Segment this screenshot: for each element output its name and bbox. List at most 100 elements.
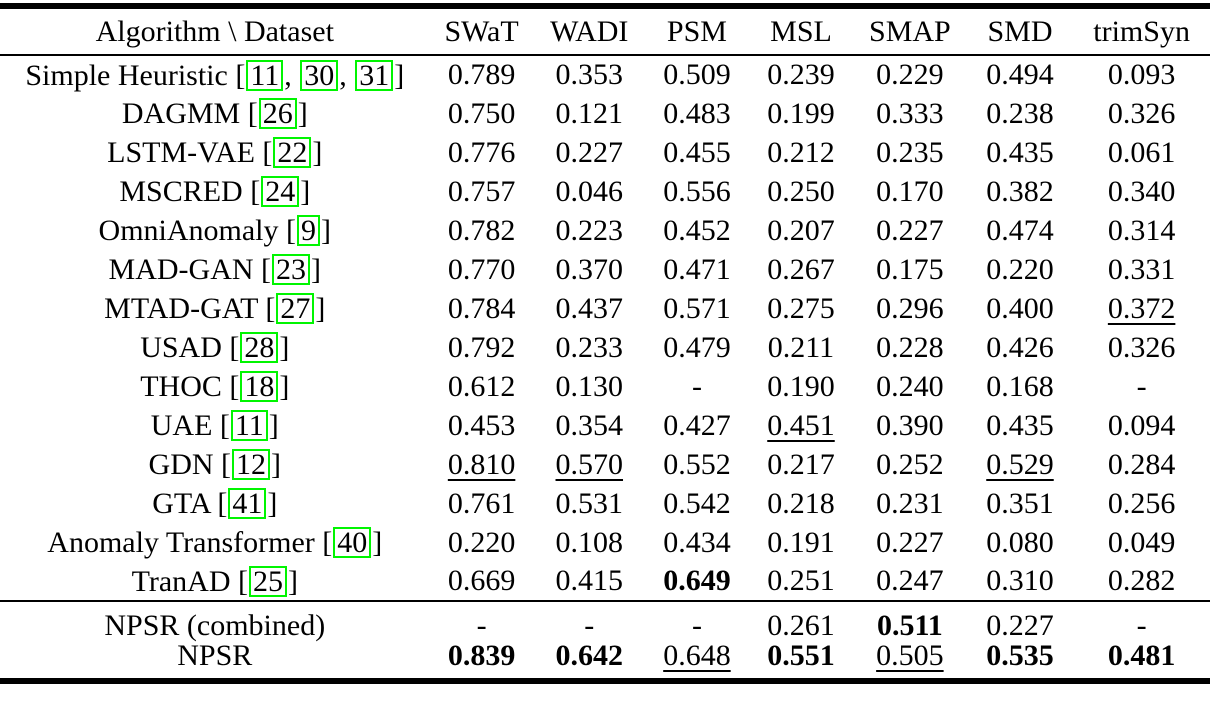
metric-value-cell: 0.061 (1107, 135, 1176, 169)
metric-value-cell: 0.094 (1107, 408, 1176, 442)
citation-link[interactable]: 18 (240, 371, 279, 402)
metric-value-cell: 0.782 (447, 213, 516, 247)
citation-link[interactable]: 41 (228, 488, 267, 519)
results-table: Algorithm \ Dataset SWaT WADI PSM MSL SM… (0, 3, 1210, 684)
algorithm-rows-section: Simple Heuristic [11, 30, 31] 0.789 0.353 0… (0, 55, 1210, 601)
table-row: MSCRED [24] 0.757 0.046 0.556 0.250 0.170 0.38… (0, 172, 1210, 211)
table-row: LSTM-VAE [22] 0.776 0.227 0.455 0.212 0.235 0.… (0, 133, 1210, 172)
metric-value-cell: 0.227 (876, 213, 944, 247)
citation-link[interactable]: 27 (276, 293, 315, 324)
metric-value-cell: 0.218 (767, 486, 835, 520)
citation-link[interactable]: 9 (297, 215, 321, 246)
metric-value-cell: 0.354 (555, 408, 624, 442)
metric-value-cell: - (691, 369, 702, 403)
header-algorithm-dataset: Algorithm \ Dataset (0, 6, 430, 56)
metric-value-cell: 0.649 (663, 564, 731, 597)
header-dataset-psm: PSM (644, 6, 749, 56)
metric-value-cell: 0.191 (767, 525, 835, 559)
table-row: THOC [18] 0.612 0.130 - 0.190 0.240 0.168 - (0, 367, 1210, 406)
table-row: UAE [11] 0.453 0.354 0.427 0.451 0.390 0.435 0.… (0, 406, 1210, 445)
metric-value-cell: 0.333 (876, 96, 944, 130)
metric-value-cell: 0.453 (447, 408, 516, 442)
metric-value-cell: 0.168 (986, 369, 1054, 403)
algorithm-name-cell: GDN [12] (148, 448, 282, 481)
metric-value-cell: 0.121 (555, 96, 624, 130)
metric-value-cell: 0.437 (555, 291, 624, 325)
table-row: Simple Heuristic [11, 30, 31] 0.789 0.353 0… (0, 55, 1210, 94)
metric-value-cell: 0.757 (447, 174, 516, 208)
metric-value-cell: 0.080 (986, 525, 1054, 559)
citation-link[interactable]: 11 (246, 59, 284, 91)
metric-value-cell: 0.227 (555, 135, 624, 169)
metric-value-cell: 0.108 (555, 525, 624, 559)
algorithm-name-cell: NPSR (177, 639, 253, 672)
algorithm-name-cell: GTA [41] (152, 487, 278, 520)
metric-value-cell: 0.207 (767, 213, 835, 247)
metric-value-cell: - (1136, 369, 1147, 403)
table-row: MAD-GAN [23] 0.770 0.370 0.471 0.267 0.175 0.2… (0, 250, 1210, 289)
table-row: DAGMM [26] 0.750 0.121 0.483 0.199 0.333 0.238… (0, 94, 1210, 133)
metric-value-cell: 0.190 (767, 369, 835, 403)
metric-value-cell: 0.669 (447, 564, 516, 597)
metric-value-cell: 0.217 (767, 447, 835, 481)
metric-value-cell: 0.310 (986, 564, 1054, 597)
metric-value-cell: 0.810 (447, 447, 516, 481)
metric-value-cell: 0.326 (1107, 96, 1176, 130)
metric-value-cell: 0.247 (876, 564, 944, 597)
citation-link[interactable]: 31 (355, 59, 394, 91)
metric-value-cell: 0.474 (986, 213, 1054, 247)
metric-value-cell: 0.531 (555, 486, 624, 520)
metric-value-cell: 0.261 (767, 609, 835, 642)
citation-link[interactable]: 26 (258, 98, 297, 129)
citation-link[interactable]: 40 (333, 527, 372, 558)
metric-value-cell: 0.494 (986, 58, 1054, 91)
metric-value-cell: 0.223 (555, 213, 624, 247)
header-dataset-wadi: WADI (533, 6, 645, 56)
algorithm-name-cell: UAE [11] (150, 409, 279, 442)
citation-link[interactable]: 22 (273, 137, 312, 168)
citation-link[interactable]: 11 (230, 410, 268, 441)
metric-value-cell: 0.770 (447, 252, 516, 286)
metric-value-cell: 0.228 (876, 330, 944, 364)
table-row: MTAD-GAT [27] 0.784 0.437 0.571 0.275 0.296 0.… (0, 289, 1210, 328)
metric-value-cell: 0.351 (986, 486, 1054, 520)
metric-value-cell: 0.400 (986, 291, 1054, 325)
citation-link[interactable]: 24 (261, 176, 300, 207)
algorithm-name-cell: THOC [18] (140, 370, 290, 403)
metric-value-cell: 0.427 (663, 408, 731, 442)
algorithm-name-cell: MTAD-GAT [27] (104, 292, 326, 325)
metric-value-cell: 0.481 (1107, 639, 1176, 672)
citation-link[interactable]: 12 (232, 449, 271, 480)
table-row: Anomaly Transformer [40] 0.220 0.108 0.434 0… (0, 523, 1210, 562)
citation-link[interactable]: 25 (248, 565, 287, 597)
metric-value-cell: 0.229 (876, 58, 944, 91)
metric-value-cell: 0.267 (767, 252, 835, 286)
metric-value-cell: 0.275 (767, 291, 835, 325)
metric-value-cell: 0.130 (555, 369, 624, 403)
metric-value-cell: 0.240 (876, 369, 944, 403)
citation-link[interactable]: 28 (240, 332, 279, 363)
metric-value-cell: 0.199 (767, 96, 835, 130)
citation-link[interactable]: 30 (300, 59, 339, 91)
metric-value-cell: 0.750 (447, 96, 516, 130)
table-row: NPSR 0.839 0.642 0.648 0.551 0.505 0.535 0.481 (0, 641, 1210, 681)
metric-value-cell: 0.434 (663, 525, 731, 559)
metric-value-cell: - (1136, 609, 1147, 642)
metric-value-cell: 0.839 (447, 639, 516, 672)
algorithm-name-cell: USAD [28] (140, 331, 290, 364)
metric-value-cell: 0.220 (986, 252, 1054, 286)
algorithm-name-cell: MAD-GAN [23] (108, 253, 322, 286)
table-header: Algorithm \ Dataset SWaT WADI PSM MSL SM… (0, 6, 1210, 56)
metric-value-cell: 0.451 (767, 408, 835, 442)
algorithm-name-cell: TranAD [25] (131, 564, 298, 598)
metric-value-cell: 0.235 (876, 135, 944, 169)
paper-table-page: Algorithm \ Dataset SWaT WADI PSM MSL SM… (0, 3, 1210, 684)
metric-value-cell: 0.370 (555, 252, 624, 286)
metric-value-cell: 0.426 (986, 330, 1054, 364)
metric-value-cell: - (584, 609, 595, 642)
metric-value-cell: 0.542 (663, 486, 731, 520)
metric-value-cell: 0.331 (1107, 252, 1176, 286)
algorithm-name-cell: MSCRED [24] (119, 175, 311, 208)
citation-link[interactable]: 23 (272, 254, 311, 285)
metric-value-cell: 0.789 (447, 58, 516, 91)
